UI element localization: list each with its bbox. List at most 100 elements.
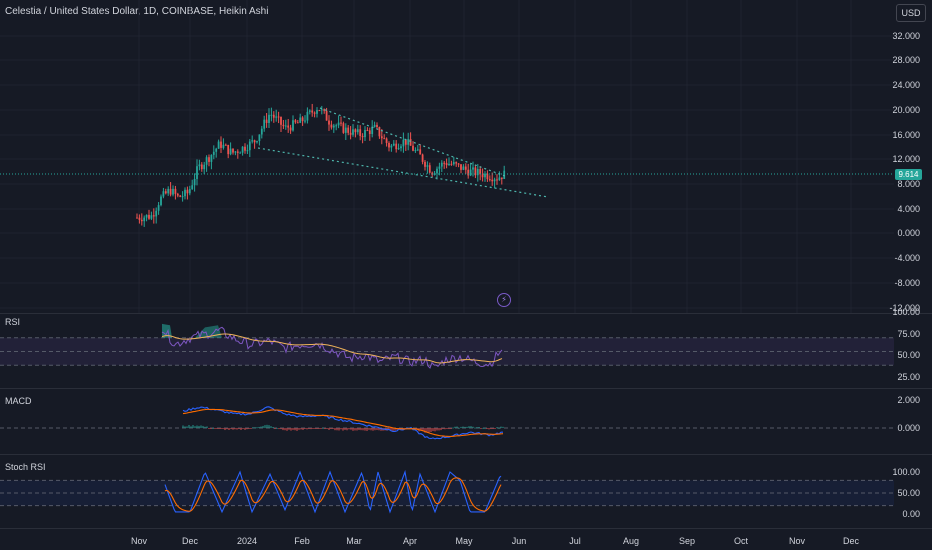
candle-body bbox=[443, 162, 446, 164]
candle-body bbox=[260, 128, 263, 135]
macd-histogram-bar bbox=[260, 426, 262, 428]
candle-body bbox=[402, 139, 405, 147]
macd-histogram-bar bbox=[460, 426, 462, 428]
time-tick: Aug bbox=[622, 536, 640, 546]
candle-body bbox=[337, 122, 340, 126]
candle-body bbox=[342, 123, 345, 133]
time-tick: Nov bbox=[788, 536, 806, 546]
candle-body bbox=[438, 166, 441, 169]
macd-histogram-bar bbox=[274, 428, 276, 429]
candle-body bbox=[217, 141, 220, 149]
price-pane[interactable] bbox=[0, 0, 894, 313]
candle-body bbox=[373, 124, 376, 127]
candle-body bbox=[500, 177, 503, 179]
candle-body bbox=[210, 154, 213, 162]
candle-body bbox=[152, 215, 155, 217]
price-tick: -12.000 bbox=[889, 303, 920, 313]
rsi-pane[interactable] bbox=[0, 314, 894, 387]
macd-histogram-bar bbox=[380, 428, 382, 431]
rsi-scale[interactable]: 100.00 75.00 50.00 25.00 bbox=[892, 307, 932, 387]
macd-histogram-bar bbox=[390, 428, 392, 431]
candle-body bbox=[335, 125, 338, 127]
candle-body bbox=[481, 174, 484, 178]
candle-body bbox=[359, 129, 362, 137]
candle-body bbox=[205, 157, 208, 165]
macd-histogram-bar bbox=[280, 428, 282, 430]
candle-body bbox=[457, 163, 460, 165]
macd-histogram-bar bbox=[246, 428, 248, 430]
candle-body bbox=[484, 173, 486, 178]
candle-body bbox=[287, 125, 290, 128]
candle-body bbox=[256, 141, 258, 143]
stoch-tick: 0.00 bbox=[902, 509, 920, 519]
macd-histogram-bar bbox=[198, 425, 200, 428]
candle-body bbox=[352, 129, 354, 135]
macd-tick: 2.000 bbox=[897, 395, 920, 405]
candle-body bbox=[222, 144, 225, 148]
candle-body bbox=[460, 164, 462, 170]
time-tick: Sep bbox=[678, 536, 696, 546]
macd-histogram-bar bbox=[238, 428, 240, 429]
candle-body bbox=[150, 215, 153, 219]
candle-body bbox=[330, 124, 333, 128]
candle-body bbox=[244, 146, 246, 151]
macd-histogram-bar bbox=[290, 428, 292, 431]
macd-histogram-bar bbox=[426, 428, 428, 432]
candle-body bbox=[198, 164, 201, 167]
macd-histogram-bar bbox=[312, 428, 314, 429]
candle-body bbox=[421, 154, 424, 162]
candle-body bbox=[448, 163, 450, 166]
candle-body bbox=[378, 126, 381, 137]
macd-histogram-bar bbox=[314, 428, 316, 429]
macd-histogram-bar bbox=[370, 428, 372, 431]
macd-histogram-bar bbox=[210, 428, 212, 429]
macd-histogram-bar bbox=[272, 426, 274, 428]
macd-histogram-bar bbox=[472, 426, 474, 428]
candle-body bbox=[241, 146, 244, 153]
candle-body bbox=[164, 191, 167, 194]
macd-histogram-bar bbox=[478, 427, 480, 429]
candle-body bbox=[340, 122, 342, 124]
stoch-label: Stoch RSI bbox=[5, 462, 46, 472]
macd-pane[interactable] bbox=[0, 389, 894, 453]
lightning-icon[interactable]: ⚡ bbox=[497, 293, 511, 307]
price-tick: 20.000 bbox=[892, 105, 920, 115]
candle-body bbox=[212, 151, 215, 155]
candle-body bbox=[193, 178, 196, 186]
macd-scale[interactable]: 2.000 0.000 bbox=[894, 389, 932, 453]
rsi-overbought-fill bbox=[162, 323, 172, 338]
candle-body bbox=[272, 114, 275, 118]
macd-histogram-bar bbox=[188, 424, 190, 428]
macd-histogram-bar bbox=[196, 425, 198, 428]
stoch-pane[interactable] bbox=[0, 455, 894, 527]
candle-body bbox=[467, 169, 470, 176]
macd-histogram-bar bbox=[202, 425, 204, 428]
macd-histogram-bar bbox=[284, 428, 286, 431]
candle-body bbox=[208, 157, 210, 162]
macd-histogram-bar bbox=[368, 428, 370, 430]
candle-body bbox=[419, 149, 422, 155]
macd-histogram-bar bbox=[228, 428, 230, 430]
macd-histogram-bar bbox=[236, 428, 238, 430]
rsi-chart bbox=[0, 323, 894, 369]
price-scale[interactable]: 32.000 28.000 24.000 20.000 16.000 12.000 8.00… bbox=[889, 0, 932, 313]
candle-body bbox=[371, 126, 374, 135]
candle-body bbox=[280, 116, 282, 125]
candle-body bbox=[246, 150, 249, 152]
macd-histogram-bar bbox=[376, 428, 378, 431]
macd-histogram-bar bbox=[498, 427, 500, 429]
candle-body bbox=[479, 169, 482, 175]
macd-histogram-bar bbox=[464, 426, 466, 428]
macd-histogram-bar bbox=[446, 428, 448, 429]
macd-histogram-bar bbox=[222, 428, 224, 429]
macd-histogram-bar bbox=[360, 428, 362, 431]
macd-histogram-bar bbox=[462, 426, 464, 428]
candle-body bbox=[299, 117, 302, 123]
macd-line bbox=[182, 406, 504, 440]
candle-body bbox=[364, 130, 366, 138]
stoch-scale[interactable]: 100.00 50.00 0.00 bbox=[892, 455, 932, 527]
currency-button[interactable]: USD bbox=[896, 4, 926, 22]
candle-body bbox=[136, 217, 138, 219]
macd-histogram-bar bbox=[296, 428, 298, 431]
candle-body bbox=[176, 193, 179, 196]
